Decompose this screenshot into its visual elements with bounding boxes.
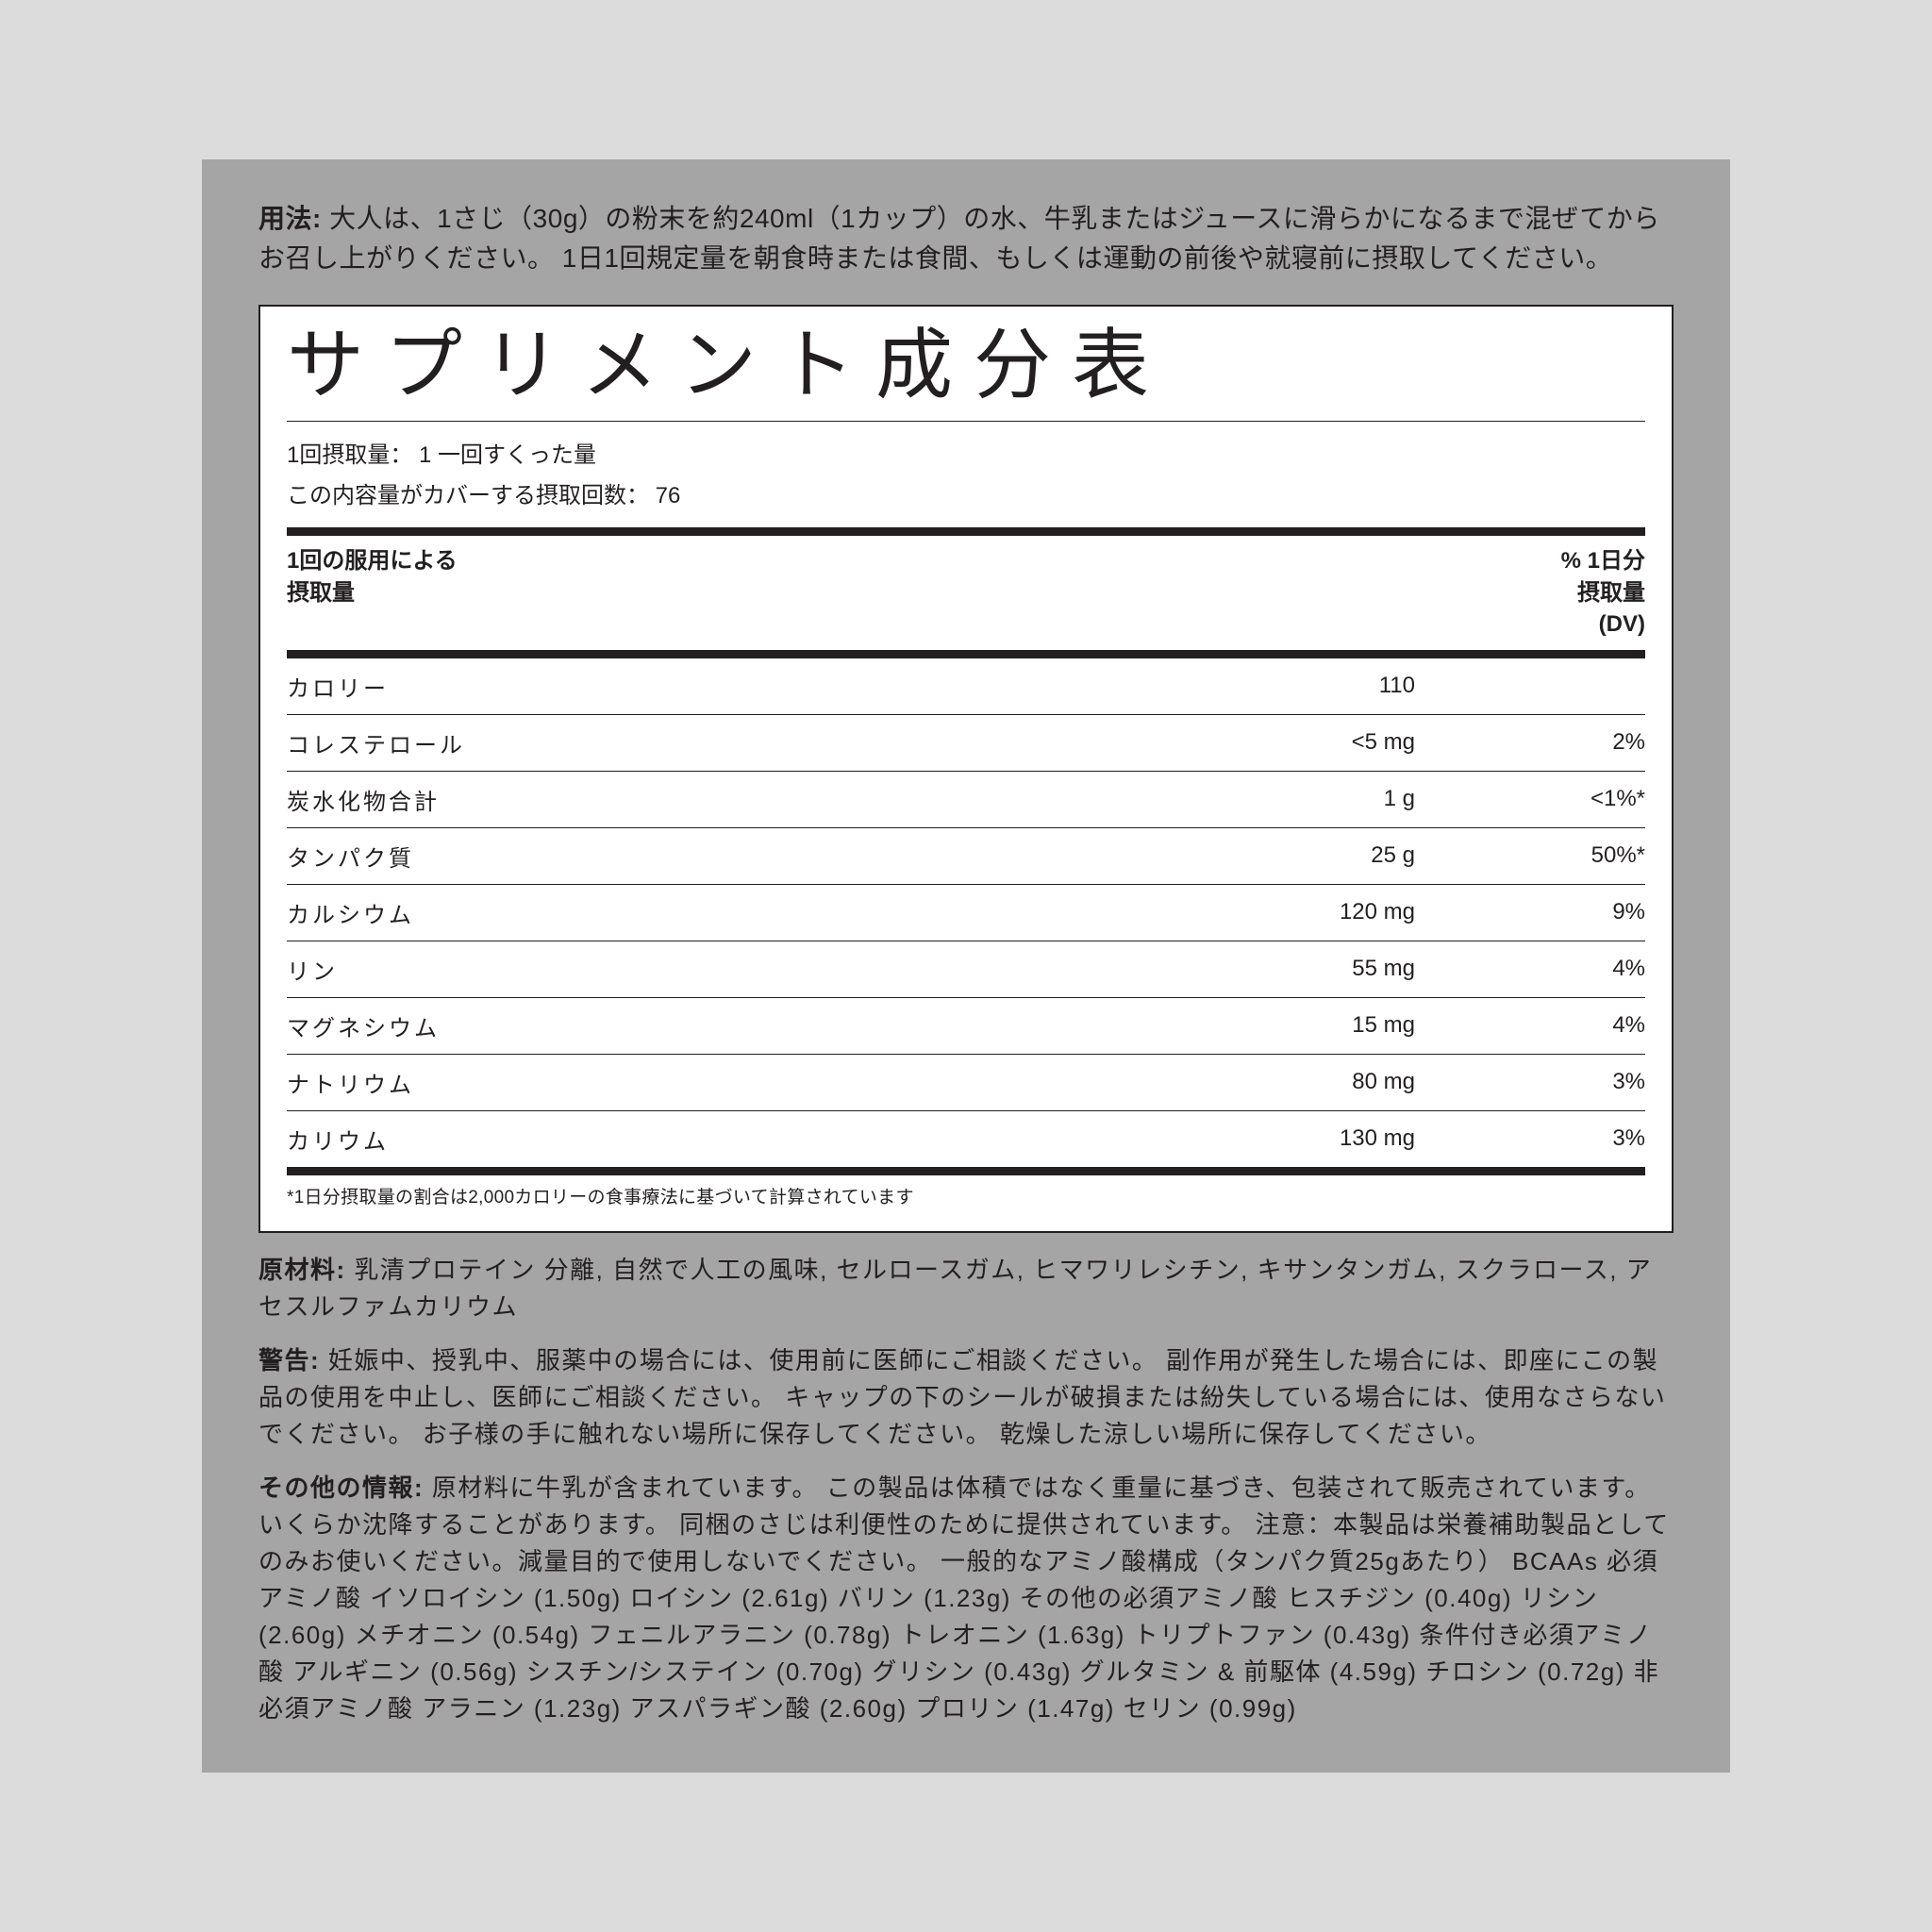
servings-per-label: この内容量がカバーする摂取回数： [287,483,649,508]
nutrient-dv: 9% [1441,884,1645,941]
nutrient-amount: 55 mg [1170,941,1441,997]
footnote: *1日分摂取量の割合は2,000カロリーの食事療法に基づいて計算されています [287,1175,1645,1212]
divider-thick [287,650,1645,658]
warning-label: 警告: [258,1346,320,1374]
nutrient-name: リン [287,941,1170,997]
header-right: % 1日分 摂取量 (DV) [1561,545,1645,641]
supplement-label: 用法: 大人は、1さじ（30g）の粉末を約240ml（1カップ）の水、牛乳または… [202,159,1730,1773]
header-right-line1: % 1日分 [1561,548,1645,574]
nutrient-name: タンパク質 [287,827,1170,884]
nutrient-row: ナトリウム80 mg3% [287,1054,1645,1110]
nutrient-dv: 3% [1441,1054,1645,1110]
header-left: 1回の服用による 摂取量 [287,545,458,608]
nutrient-name: カルシウム [287,884,1170,941]
header-left-line2: 摂取量 [287,580,355,606]
ingredients-text: 乳清プロテイン 分離, 自然で人工の風味, セルロースガム, ヒマワリレシチン,… [258,1256,1652,1321]
header-right-line3: (DV) [1599,611,1645,637]
serving-size-label: 1回摂取量： [287,442,412,468]
servings-per-value: 76 [656,483,681,508]
nutrient-name: コレステロール [287,714,1170,771]
nutrient-dv: 4% [1441,997,1645,1054]
nutrient-amount: 120 mg [1170,884,1441,941]
serving-size-value: 1 一回すくった量 [419,442,596,468]
nutrient-row: 炭水化物合計1 g<1%* [287,771,1645,827]
nutrient-row: タンパク質25 g50%* [287,827,1645,884]
nutrient-name: ナトリウム [287,1054,1170,1110]
nutrient-header: 1回の服用による 摂取量 % 1日分 摂取量 (DV) [287,536,1645,650]
nutrient-row: カロリー110 [287,658,1645,715]
other-info-section: その他の情報: 原材料に牛乳が含まれています。 この製品は体積ではなく重量に基づ… [258,1470,1674,1727]
nutrient-name: カロリー [287,658,1170,715]
nutrient-amount: 15 mg [1170,997,1441,1054]
other-label: その他の情報: [258,1474,424,1502]
nutrient-dv: 50%* [1441,827,1645,884]
supplement-facts-box: サプリメント成分表 1回摂取量： 1 一回すくった量 この内容量がカバーする摂取… [258,305,1674,1233]
serving-info: 1回摂取量： 1 一回すくった量 この内容量がカバーする摂取回数： 76 [287,422,1645,527]
header-right-line2: 摂取量 [1577,580,1645,606]
nutrient-dv: 4% [1441,941,1645,997]
ingredients-section: 原材料: 乳清プロテイン 分離, 自然で人工の風味, セルロースガム, ヒマワリ… [258,1252,1674,1325]
header-left-line1: 1回の服用による [287,548,458,574]
nutrient-row: リン55 mg4% [287,941,1645,997]
nutrient-row: カルシウム120 mg9% [287,884,1645,941]
nutrient-row: コレステロール<5 mg2% [287,714,1645,771]
facts-title: サプリメント成分表 [287,320,1645,412]
nutrient-amount: 130 mg [1170,1110,1441,1167]
nutrient-row: カリウム130 mg3% [287,1110,1645,1167]
divider-thick [287,527,1645,536]
nutrient-row: マグネシウム15 mg4% [287,997,1645,1054]
usage-text: 大人は、1さじ（30g）の粉末を約240ml（1カップ）の水、牛乳またはジュース… [258,204,1660,273]
nutrient-dv [1441,658,1645,715]
divider-thick [287,1167,1645,1175]
nutrient-amount: 25 g [1170,827,1441,884]
other-text: 原材料に牛乳が含まれています。 この製品は体積ではなく重量に基づき、包装されて販… [258,1474,1670,1723]
usage-section: 用法: 大人は、1さじ（30g）の粉末を約240ml（1カップ）の水、牛乳または… [258,199,1674,278]
nutrient-name: 炭水化物合計 [287,771,1170,827]
ingredients-label: 原材料: [258,1256,346,1284]
nutrient-name: マグネシウム [287,997,1170,1054]
warning-section: 警告: 妊娠中、授乳中、服薬中の場合には、使用前に医師にご相談ください。 副作用… [258,1342,1674,1453]
nutrient-amount: 1 g [1170,771,1441,827]
nutrient-amount: 110 [1170,658,1441,715]
nutrient-amount: <5 mg [1170,714,1441,771]
nutrient-dv: 3% [1441,1110,1645,1167]
bottom-section: 原材料: 乳清プロテイン 分離, 自然で人工の風味, セルロースガム, ヒマワリ… [258,1252,1674,1727]
usage-label: 用法: [258,204,322,233]
warning-text: 妊娠中、授乳中、服薬中の場合には、使用前に医師にご相談ください。 副作用が発生し… [258,1346,1666,1448]
nutrient-name: カリウム [287,1110,1170,1167]
nutrient-dv: 2% [1441,714,1645,771]
nutrients-table: カロリー110コレステロール<5 mg2%炭水化物合計1 g<1%*タンパク質2… [287,658,1645,1167]
nutrient-dv: <1%* [1441,771,1645,827]
nutrient-amount: 80 mg [1170,1054,1441,1110]
